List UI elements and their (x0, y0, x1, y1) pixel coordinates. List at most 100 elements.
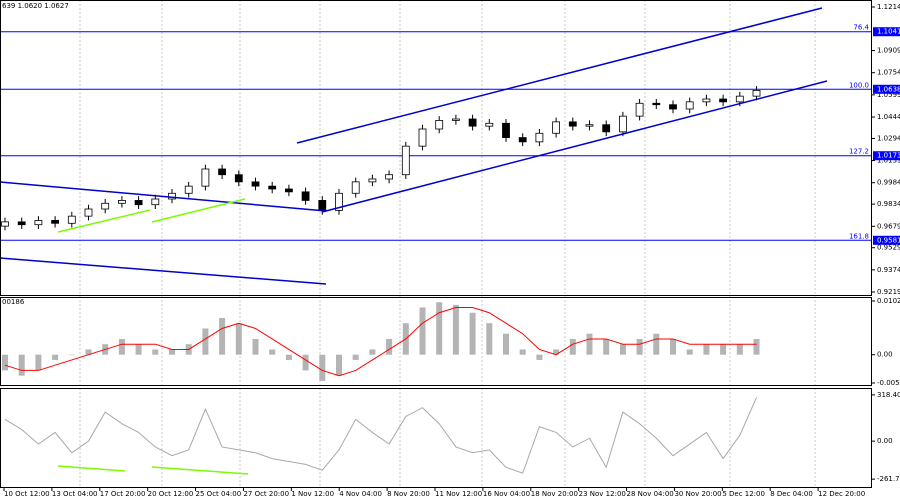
frames (0, 0, 872, 488)
price-label-box (873, 151, 900, 161)
macd-bar (35, 354, 42, 371)
fib-level-label: 127.2 (849, 148, 869, 156)
y-tick-label: 1.0294 (877, 134, 900, 142)
x-tick-label: 17 Oct 20:00 (100, 490, 146, 498)
macd-bar (118, 338, 125, 355)
candle-body (84, 208, 93, 217)
candle-body (669, 104, 677, 110)
candle-body (1, 221, 9, 227)
macd-bar (336, 354, 342, 376)
x-tick-label: 10 Oct 12:00 (4, 490, 50, 498)
candle-body (318, 200, 327, 211)
macd-bar (703, 344, 710, 355)
y-tick-label: 1.0139 (877, 157, 900, 165)
cci-line (4, 397, 757, 474)
candle-body (368, 178, 377, 183)
candle-body (118, 200, 126, 204)
y-tick-label: -261.798 (877, 475, 900, 483)
candle-body (301, 191, 310, 201)
candle-body (17, 221, 26, 226)
x-tick-label: 23 Nov 12:00 (579, 490, 626, 498)
macd-bar (386, 338, 393, 355)
candle-body (702, 98, 711, 103)
x-tick-label: 4 Nov 04:00 (339, 490, 382, 498)
candle-body (134, 200, 143, 206)
candle-body (418, 128, 427, 147)
macd-bar (720, 344, 727, 355)
macd-bar (603, 338, 610, 355)
candle-body (435, 120, 444, 130)
macd-bar (52, 354, 59, 360)
candle-body (168, 192, 176, 200)
macd-bar (369, 349, 376, 355)
candle-body (552, 121, 560, 134)
x-tick-label: 30 Nov 20:00 (674, 490, 721, 498)
signal-line (4, 306, 757, 377)
macd-bar (319, 354, 326, 381)
y-tick-label: 1.0444 (877, 113, 900, 121)
macd-bar (503, 333, 509, 355)
macd-bar (636, 338, 643, 355)
candle-body (468, 118, 477, 127)
y-tick-label: 0.9984 (877, 179, 900, 187)
macd-bar (653, 333, 660, 355)
y-tick-label: 1.0754 (877, 69, 900, 77)
macd-bar (686, 349, 693, 355)
candle-body (218, 168, 227, 176)
candle-body (752, 90, 761, 97)
x-tick-label: 8 Nov 20:00 (387, 490, 430, 498)
y-tick-label: 0.9834 (877, 200, 900, 208)
y-tick-label: -0.0054 (877, 379, 900, 387)
macd-bar (486, 323, 493, 355)
fib-level-label: 76.4 (853, 24, 869, 32)
macd-bar (586, 333, 593, 355)
candle-body (518, 137, 527, 143)
candle-body (535, 132, 544, 143)
candle-body (685, 101, 694, 110)
fib-level-label: 161.8 (849, 232, 869, 240)
x-tick-label: 25 Oct 04:00 (196, 490, 242, 498)
fib-level-label: 100.0 (849, 81, 869, 89)
candle-body (251, 181, 260, 187)
macd-bar (619, 344, 626, 355)
macd-bar (352, 354, 359, 360)
candle-body (602, 124, 611, 133)
price-label: 1.0173 (877, 152, 900, 160)
candle-body (385, 174, 394, 180)
macd-bar (169, 349, 175, 355)
macd-bar (285, 354, 292, 360)
y-tick-label: 1.0599 (877, 91, 900, 99)
candle-body (735, 95, 744, 103)
x-tick-label: 8 Dec 04:00 (770, 490, 813, 498)
candle-body (502, 122, 510, 138)
x-tick-label: 20 Oct 12:00 (148, 490, 194, 498)
y-tick-label: 0.00 (877, 437, 893, 445)
price-label: 1.1041 (877, 28, 900, 36)
macd-bar (569, 338, 576, 355)
macd-bar (85, 349, 92, 355)
x-tick-label: 16 Nov 04:00 (483, 490, 530, 498)
x-tick-label: 13 Oct 04:00 (52, 490, 98, 498)
x-tick-label: 1 Nov 12:00 (291, 490, 334, 498)
candle-body (34, 220, 43, 226)
macd-bar (469, 312, 476, 355)
candle-body (719, 98, 727, 103)
x-tick-label: 11 Nov 12:00 (435, 490, 482, 498)
candle-body (101, 202, 110, 210)
macd-bar (202, 328, 209, 355)
price-label-box (873, 84, 900, 94)
candle-body (234, 174, 243, 183)
macd-bar (670, 338, 676, 355)
candle-body (635, 102, 644, 117)
macd-bar (553, 349, 560, 355)
macd-bar (2, 354, 8, 371)
price-label: 1.0638 (877, 85, 900, 93)
macd-bar (152, 349, 159, 355)
macd-bar (269, 349, 276, 355)
candle-body (151, 198, 160, 206)
macd-bar (536, 354, 543, 360)
macd-bar (419, 307, 426, 355)
candle-body (335, 192, 343, 211)
candle-body (351, 181, 360, 194)
y-tick-label: 318.4079 (877, 391, 900, 399)
